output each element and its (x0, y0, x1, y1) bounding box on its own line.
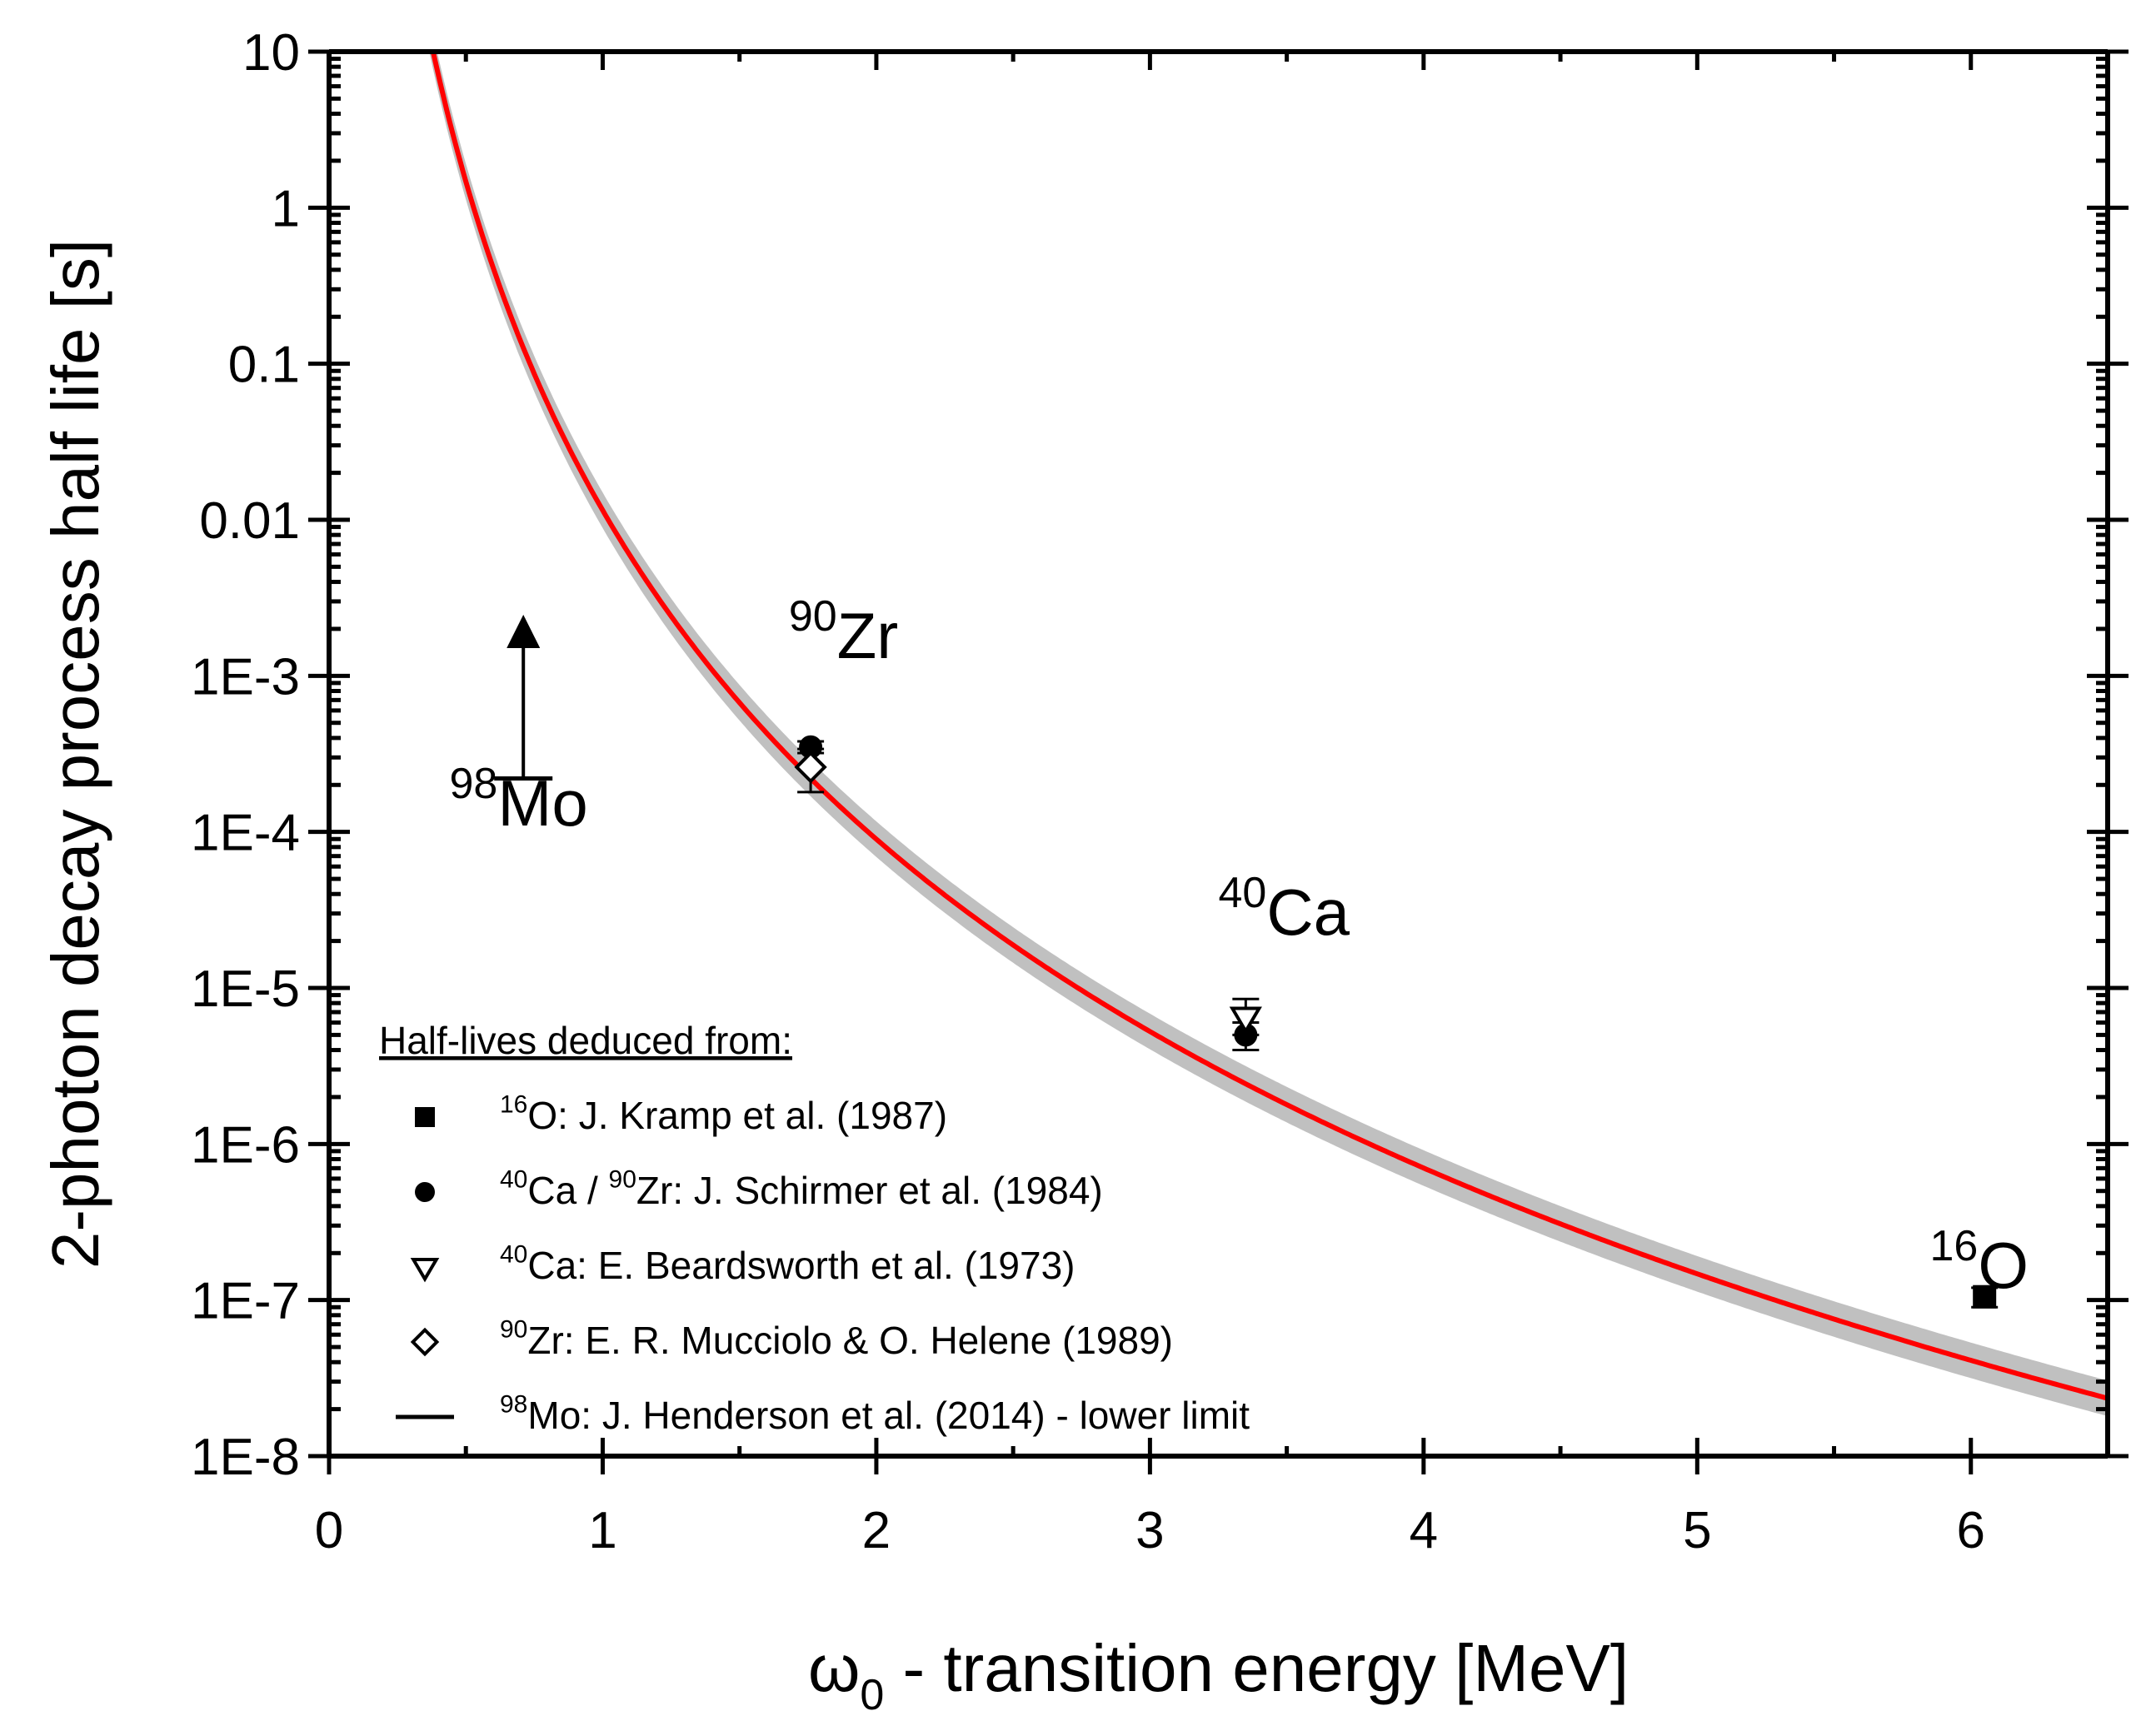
x-axis-title-part: 0 (860, 1671, 884, 1719)
legend-marker-circle (415, 1182, 435, 1202)
data-point-triangle-down (1229, 1006, 1262, 1035)
legend-entry-text-part: Zr: E. R. Mucciolo & O. Helene (1989) (527, 1319, 1173, 1362)
nuclide-label: 90Zr (789, 592, 898, 672)
y-tick-label: 1E-8 (191, 1429, 300, 1486)
y-tick-label: 0.01 (199, 492, 300, 550)
legend-entry-text-part: O: J. Kramp et al. (1987) (527, 1094, 947, 1137)
legend-entry-text: 40Ca: E. Beardsworth et al. (1973) (500, 1241, 1075, 1287)
nuclide-label: 40Ca (1219, 869, 1350, 949)
x-tick-label: 5 (1683, 1502, 1711, 1559)
nuclide-label-part: 40 (1219, 869, 1267, 917)
x-tick-label: 0 (315, 1502, 343, 1559)
x-tick-label: 6 (1957, 1502, 1985, 1559)
x-tick-label: 4 (1410, 1502, 1438, 1559)
legend-entry-text-part: Zr: J. Schirmer et al. (1984) (636, 1169, 1103, 1212)
legend-entry-text-part: 16 (500, 1091, 527, 1119)
legend-entry-text: 16O: J. Kramp et al. (1987) (500, 1091, 947, 1137)
theory-curve-group (430, 52, 2108, 1401)
nuclide-label-part: Ca (1266, 875, 1350, 949)
nuclide-label-part: 98 (450, 760, 498, 808)
x-axis-title: ω0 - transition energy [MeV] (808, 1631, 1629, 1719)
x-tick-label: 1 (588, 1502, 616, 1559)
legend: Half-lives deduced from: 16O: J. Kramp et… (379, 1019, 1250, 1437)
y-axis-title: 2-photon decay process half life [s] (38, 239, 112, 1269)
x-tick-label: 2 (862, 1502, 891, 1559)
y-tick-label: 1E-6 (191, 1116, 300, 1174)
y-tick-label: 1E-7 (191, 1273, 300, 1330)
legend-entry-text-part: Ca: E. Beardsworth et al. (1973) (527, 1244, 1075, 1287)
y-tick-label: 1E-4 (191, 805, 300, 862)
legend-entry-text: 90Zr: E. R. Mucciolo & O. Helene (1989) (500, 1316, 1173, 1362)
legend-entry-text-part: 98 (500, 1391, 527, 1419)
nuclide-label: 16O (1930, 1222, 2029, 1302)
theory-curve (430, 52, 2108, 1401)
legend-entry-text-part: Ca / (527, 1169, 608, 1212)
legend-entry-text-part: 90 (500, 1316, 527, 1344)
y-tick-label: 10 (242, 24, 300, 82)
legend-title: Half-lives deduced from: (379, 1019, 792, 1062)
legend-entry-text-part: 40 (500, 1166, 527, 1194)
legend-entry-text-part: 40 (500, 1241, 527, 1269)
nuclide-label-part: 16 (1930, 1222, 1979, 1270)
legend-entry-text-part: 90 (609, 1166, 636, 1194)
y-tick-label: 1 (272, 180, 300, 237)
nuclide-label-part: O (1978, 1229, 2029, 1302)
x-tick-label: 3 (1135, 1502, 1164, 1559)
x-axis-title-part: ω (808, 1631, 860, 1705)
data-point-square (1973, 1285, 1997, 1309)
data-point-diamond (794, 751, 827, 784)
legend-marker-triangle-down (410, 1258, 440, 1283)
nuclide-label-part: Zr (837, 599, 899, 672)
nuclide-label: 98Mo (450, 760, 588, 840)
legend-entry-text: 98Mo: J. Henderson et al. (2014) - lower… (500, 1391, 1250, 1437)
axes-group: 10 1 0.1 0.01 1E-3 1E-4 1E-5 1E-6 1E-7 1E-8 0 1 2 3 4 5… (38, 24, 2129, 1719)
legend-entry-text-part: Mo: J. Henderson et al. (2014) - lower l… (527, 1394, 1250, 1437)
y-tick-label: 1E-3 (191, 648, 300, 706)
data-point-circle (799, 735, 823, 759)
nuclide-label-part: Mo (497, 766, 587, 840)
legend-marker-diamond (410, 1327, 440, 1357)
y-tick-label: 1E-5 (191, 960, 300, 1018)
data-points-group (494, 614, 1999, 1309)
y-tick-label: 0.1 (228, 337, 300, 394)
legend-entry-text: 40Ca / 90Zr: J. Schirmer et al. (1984) (500, 1166, 1103, 1212)
x-axis-title-part: - transition energy [MeV] (884, 1631, 1629, 1705)
nuclide-label-part: 90 (789, 592, 837, 641)
legend-marker-square (415, 1107, 435, 1127)
